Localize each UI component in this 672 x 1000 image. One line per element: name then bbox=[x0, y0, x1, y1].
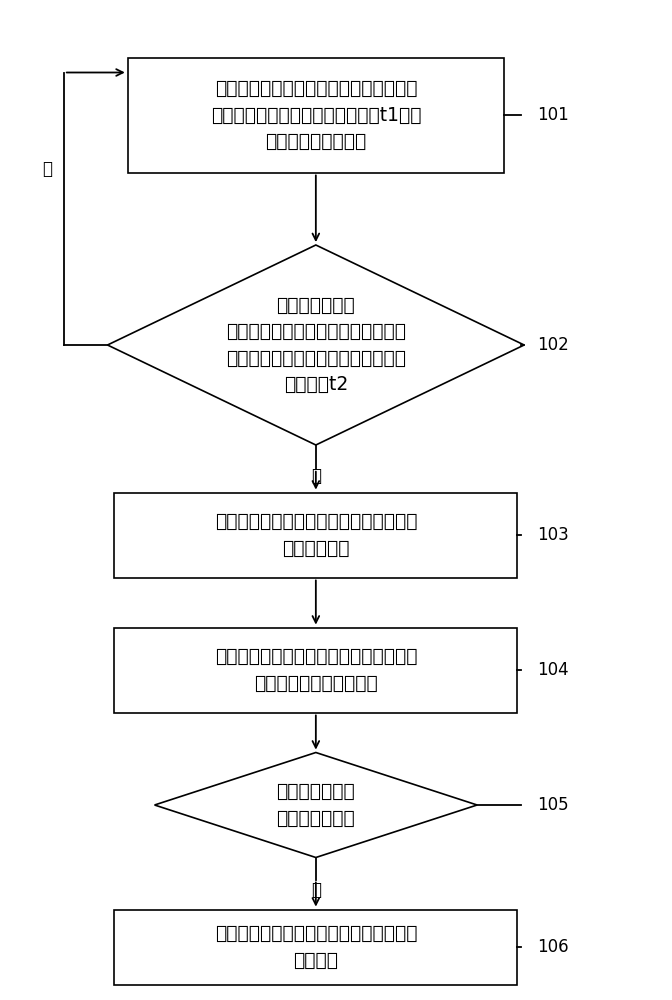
Text: 104: 104 bbox=[538, 661, 569, 679]
Bar bbox=[114, 910, 517, 984]
Text: 103: 103 bbox=[538, 526, 569, 544]
Text: 统计的次数是否
满足设定条件？: 统计的次数是否 满足设定条件？ bbox=[276, 782, 355, 828]
Text: 105: 105 bbox=[538, 796, 569, 814]
Polygon shape bbox=[155, 752, 477, 857]
Text: 是: 是 bbox=[311, 882, 321, 900]
Bar bbox=[114, 492, 517, 577]
Polygon shape bbox=[108, 245, 524, 445]
Text: 106: 106 bbox=[538, 938, 569, 956]
Text: 101: 101 bbox=[538, 106, 569, 124]
Text: 否: 否 bbox=[42, 160, 52, 178]
Text: 102: 102 bbox=[538, 336, 569, 354]
Text: 将与所述目标位置信息对应的位置确定为
疑似信号盲区: 将与所述目标位置信息对应的位置确定为 疑似信号盲区 bbox=[214, 512, 417, 558]
Bar bbox=[128, 57, 504, 172]
Text: 接收到目标位置
信息的时刻和接收到下一位置信息的
时刻之间的时长是否超过设定的第二
时间间隔t2: 接收到目标位置 信息的时刻和接收到下一位置信息的 时刻之间的时长是否超过设定的第… bbox=[226, 296, 406, 394]
Bar bbox=[114, 628, 517, 712]
Text: 是: 是 bbox=[311, 467, 321, 485]
Text: 接收用户设备发送的目标位置信息，所述
用户设备按照设定的第一时间间隔t1发送
自身所处的位置信息: 接收用户设备发送的目标位置信息，所述 用户设备按照设定的第一时间间隔t1发送 自… bbox=[210, 79, 421, 151]
Text: 将与所述目标位置信息对应的位置确定为
信号盲区: 将与所述目标位置信息对应的位置确定为 信号盲区 bbox=[214, 924, 417, 970]
Text: 统计与所述目标位置信息对应的位置被确
定为疑似信号盲区的次数: 统计与所述目标位置信息对应的位置被确 定为疑似信号盲区的次数 bbox=[214, 647, 417, 693]
